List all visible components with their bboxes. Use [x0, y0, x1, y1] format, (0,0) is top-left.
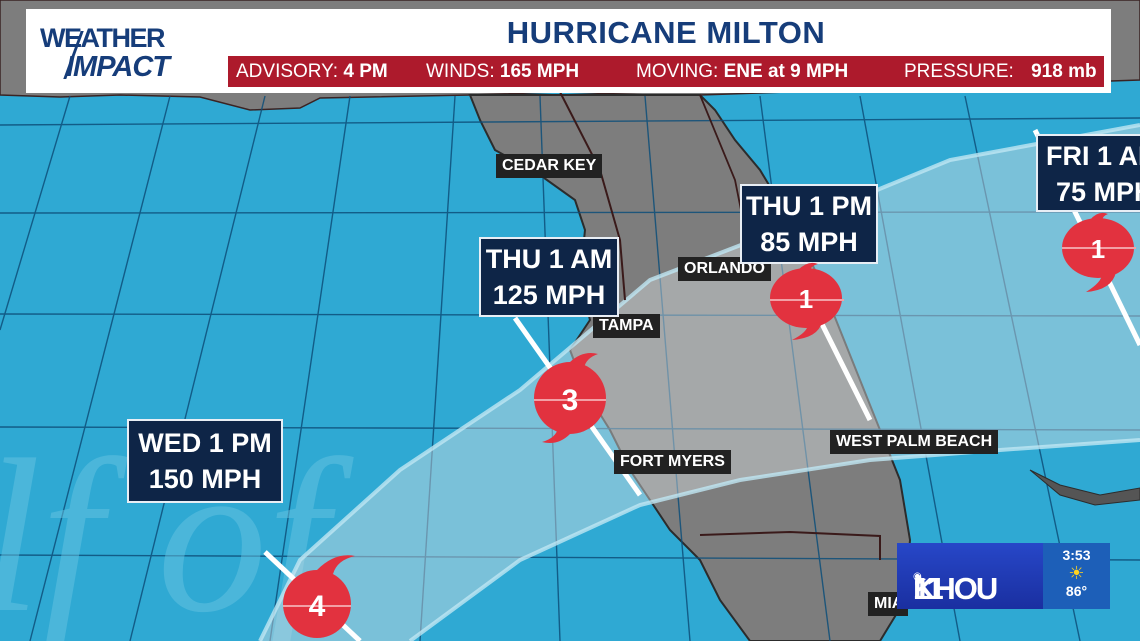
storm-title: HURRICANE MILTON	[506, 15, 826, 50]
svg-text:1: 1	[799, 284, 813, 314]
weather-widget: 3:53 ☀ 86°	[1043, 543, 1110, 609]
city-label-fort-myers: FORT MYERS	[614, 450, 731, 474]
hurricane-cat1-icon-thu: 1	[770, 262, 844, 340]
callout-time: THU 1 AM	[485, 244, 613, 274]
logo-line1: WEATHER	[40, 23, 166, 53]
advisory-bar: ADVISORY: 4 PM WINDS: 165 MPH MOVING: EN…	[228, 56, 1104, 87]
city-label-orlando: ORLANDO	[678, 257, 771, 281]
header-banner: WEATHER IMPACT HURRICANE MILTON ADVISORY…	[26, 9, 1111, 93]
station-logo: KHOU ★ 11 ◉	[897, 543, 1043, 609]
svg-text:4: 4	[309, 590, 326, 623]
city-label-cedar-key: CEDAR KEY	[496, 154, 603, 178]
callout-wind: 85 MPH	[760, 227, 858, 257]
advisory-stat: ADVISORY: 4 PM	[236, 61, 388, 82]
city-label-west-palm-beach: WEST PALM BEACH	[830, 430, 999, 454]
city-label-tampa: TAMPA	[593, 314, 660, 338]
hurricane-cat1-icon-fri: 1	[1062, 212, 1136, 292]
hurricane-cat3-icon: 3	[534, 353, 606, 443]
moving-stat: MOVING: ENE at 9 MPH	[636, 61, 849, 82]
weather-impact-logo: WEATHER IMPACT	[38, 23, 218, 83]
winds-stat: WINDS: 165 MPH	[426, 61, 580, 82]
forecast-callout-wed-1pm: WED 1 PM 150 MPH	[127, 419, 283, 503]
station-call-letters: KHOU	[913, 571, 998, 606]
hurricane-cat4-icon: 4	[283, 555, 355, 638]
current-time: 3:53	[1062, 547, 1091, 563]
callout-time: FRI 1 AM	[1046, 141, 1140, 171]
forecast-callout-thu-1pm: THU 1 PM 85 MPH	[740, 184, 878, 264]
callout-wind: 150 MPH	[148, 464, 262, 494]
sun-icon: ☀	[1068, 563, 1085, 583]
callout-wind: 75 MPH	[1056, 177, 1140, 207]
forecast-callout-thu-1am: THU 1 AM 125 MPH	[479, 237, 619, 317]
svg-text:3: 3	[562, 384, 579, 417]
star-icon: ★	[913, 573, 927, 590]
current-temp: 86°	[1065, 583, 1088, 599]
forecast-callout-fri-1am: FRI 1 AM 75 MPH	[1036, 134, 1140, 212]
station-channel: 11	[913, 571, 944, 606]
callout-time: THU 1 PM	[745, 191, 872, 221]
logo-line2: IMPACT	[66, 51, 170, 83]
svg-text:1: 1	[1091, 234, 1105, 264]
cbs-eye-icon: ◉	[913, 571, 922, 582]
callout-wind: 125 MPH	[492, 280, 606, 310]
pressure-stat: PRESSURE: 918 mb	[904, 61, 1097, 82]
callout-time: WED 1 PM	[138, 428, 272, 458]
